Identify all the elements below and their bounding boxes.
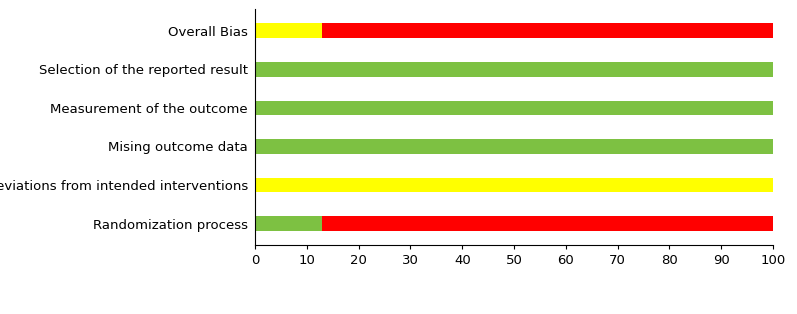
Bar: [255, 62, 773, 77]
Bar: [255, 216, 322, 231]
Bar: [255, 139, 773, 154]
Bar: [322, 23, 773, 38]
Bar: [255, 100, 773, 115]
Bar: [322, 216, 773, 231]
Bar: [255, 178, 773, 192]
Bar: [255, 23, 322, 38]
